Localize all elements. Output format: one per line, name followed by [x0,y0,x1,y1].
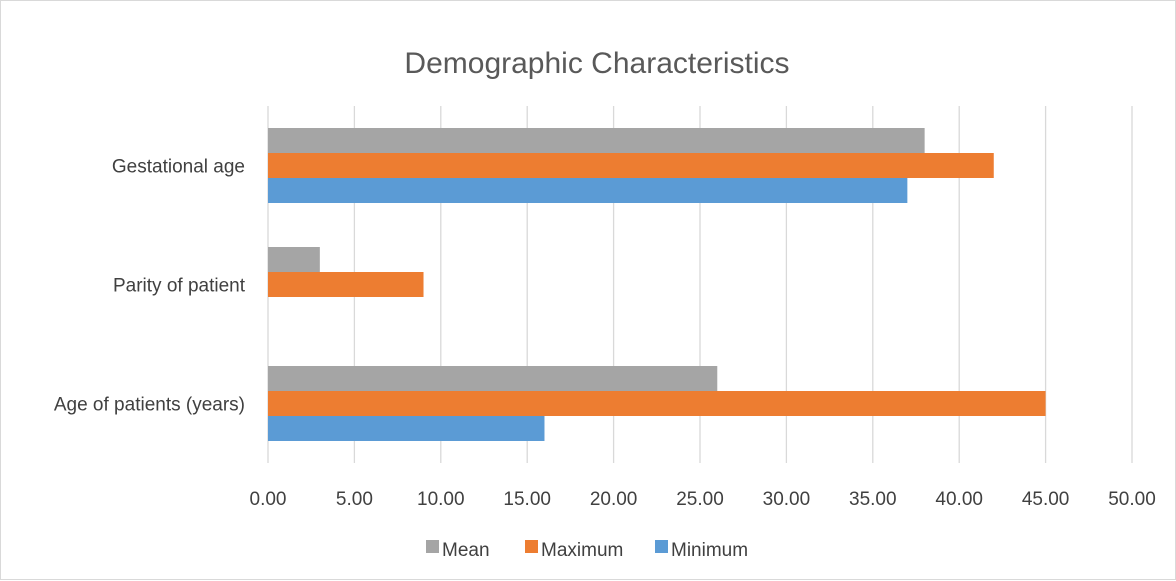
legend-label: Maximum [541,540,623,561]
legend-swatch [655,540,668,553]
legend: Mean Maximum Minimum [426,540,748,561]
bars [268,128,1046,441]
x-tick-label: 40.00 [935,489,983,510]
x-tick-label: 5.00 [336,489,373,510]
legend-label: Mean [442,540,490,561]
x-tick-label: 20.00 [590,489,638,510]
x-tick-label: 25.00 [676,489,724,510]
bar-mean [268,247,320,272]
x-tick-label: 50.00 [1108,489,1156,510]
bar-mean [268,128,925,153]
x-tick-label: 30.00 [763,489,811,510]
x-tick-label: 10.00 [417,489,465,510]
bar-maximum [268,153,994,178]
bar-minimum [268,416,545,441]
category-label: Parity of patient [113,276,246,297]
legend-swatch [525,540,538,553]
chart-title: Demographic Characteristics [404,47,789,80]
bar-maximum [268,272,424,297]
category-label: Gestational age [112,157,245,178]
legend-swatch [426,540,439,553]
x-tick-labels: 0.00 5.00 10.00 15.00 20.00 25.00 30.00 35.00 40… [250,489,1156,510]
bar-maximum [268,391,1046,416]
x-tick-label: 35.00 [849,489,897,510]
x-tick-label: 45.00 [1022,489,1070,510]
category-labels: Age of patients (years) Parity of patient… [54,157,246,416]
bar-minimum [268,178,908,203]
x-tick-label: 15.00 [503,489,551,510]
x-tick-label: 0.00 [250,489,287,510]
category-label: Age of patients (years) [54,395,245,416]
bar-mean [268,366,718,391]
legend-label: Minimum [671,540,748,561]
